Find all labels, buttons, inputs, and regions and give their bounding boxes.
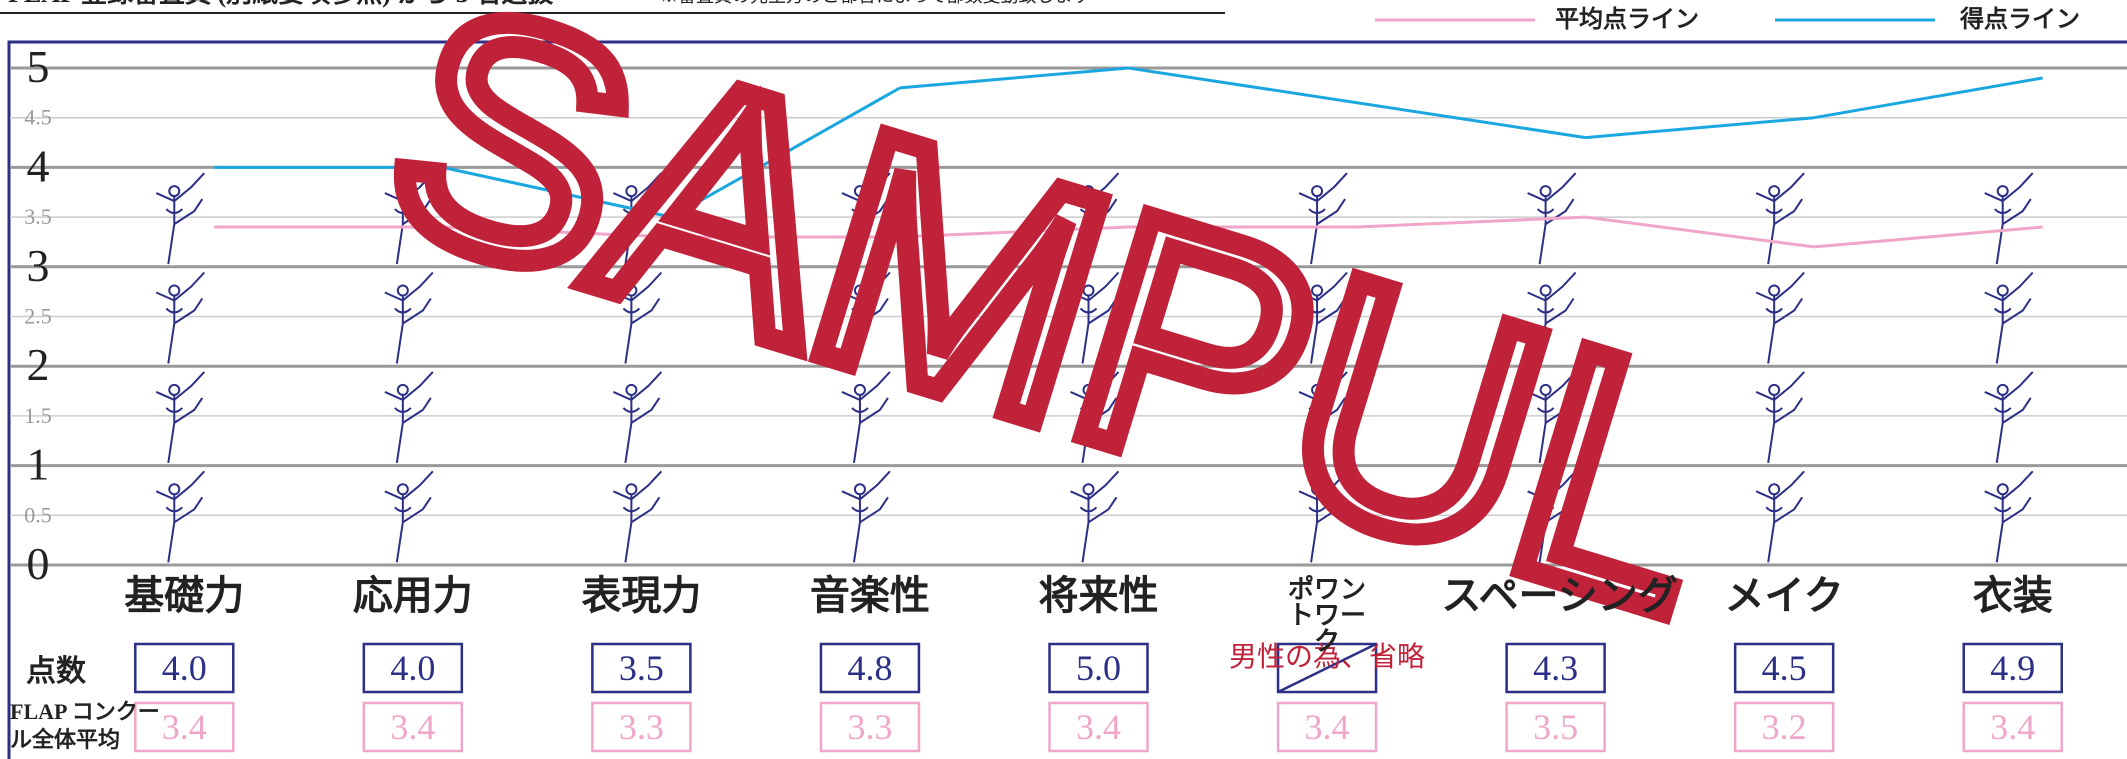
dancer-icon [155,172,206,266]
value-box [362,642,464,694]
y-tick-label: 2 [27,339,50,390]
line-segment [899,66,1129,90]
y-tick-label: 4.5 [24,105,52,130]
legend-label: 平均点ライン [1555,5,1699,33]
x-tick-label: 基礎力 [124,573,245,618]
value-box [1505,701,1606,753]
plot-frame [7,40,2127,759]
dancer-icon [612,470,663,564]
value-box [1962,642,2063,694]
value-label: 4.8 [847,648,892,688]
value-box [1048,701,1149,753]
x-tick-label: 音楽性 [809,573,930,618]
value-box [591,642,692,694]
y-tick-label: 5 [27,41,50,92]
value-box [1276,701,1378,753]
omit-note: 男性の為、省略 [1229,641,1425,673]
value-label: 4.5 [1762,648,1807,688]
value-label: 3.4 [1990,707,2035,747]
value-label: 3.4 [390,707,435,747]
value-label: 3.2 [1762,707,1807,747]
dancer-icon [155,271,206,365]
dancer-icon [1983,370,2034,464]
value-box [134,642,235,694]
value-box [1733,642,1835,694]
legend-label: 得点ライン [1959,5,2080,33]
dancer-icon [383,370,434,464]
score-box [1276,642,1378,694]
value-box [1962,701,2063,753]
x-tick-label: 衣装 [1972,573,2053,618]
y-tick-label: 0.5 [24,502,52,527]
value-label: 3.5 [1533,707,1578,747]
value-label: 4.9 [1990,648,2035,688]
line-segment [899,225,1129,239]
value-label: 4.0 [390,648,435,688]
dancer-icon [383,470,434,564]
dancer-icon [1755,271,1806,365]
x-tick-label: ポワントワーク [1288,575,1367,656]
chart-subtitle: ※審査員の先生方のご都合によって部数変動致します [660,0,1091,6]
chart-title: FLAP 登録審査員 (別紙要項参照) から 3 名選抜 [8,0,554,8]
value-label: 3.4 [1305,707,1350,747]
value-box [1733,701,1835,753]
line-segment [1814,225,2043,249]
line-segment [1585,215,1815,249]
value-box [819,701,921,753]
x-tick-label: 将来性 [1038,573,1159,618]
dancer-icon [840,470,891,564]
x-tick-label: 表現力 [581,573,702,618]
y-tick-label: 4 [27,140,50,191]
value-label: 5.0 [1076,648,1121,688]
x-tick-label: 応用力 [352,573,473,618]
x-tick-label: スペーシング [1441,573,1678,618]
line-segment [442,225,672,239]
value-box [1505,642,1606,694]
value-box [362,701,464,753]
row-label: FLAP コンクール全体平均 [10,699,160,752]
value-box [1048,642,1149,694]
x-tick-label: メイク [1724,573,1844,618]
value-label: 4.3 [1533,648,1578,688]
dancer-icon [1983,470,2034,564]
row-label: 点数 [26,655,86,688]
line-segment [1356,215,1586,229]
value-label: 3.4 [1076,707,1121,747]
dancer-icon [1755,370,1806,464]
y-tick-label: 3 [27,240,50,291]
omit-slash [1277,642,1377,694]
line-segment [1813,76,2043,120]
value-label: 3.3 [847,707,892,747]
y-tick-label: 1.5 [24,403,52,428]
dancer-icon [1983,271,2034,365]
value-label: 3.5 [619,648,664,688]
y-tick-label: 0 [27,538,50,589]
y-tick-label: 3.5 [24,204,52,229]
line-segment [1585,116,1815,140]
dancer-icon [1983,172,2034,266]
dancer-icon [1755,172,1806,266]
value-label: 4.0 [162,648,207,688]
dancer-icon [1755,470,1806,564]
value-label: 3.3 [619,707,664,747]
line-segment [442,165,672,219]
value-label: 3.4 [162,707,207,747]
dancer-icon [155,470,206,564]
dancer-icon [155,370,206,464]
line-segment [1128,66,1586,140]
value-box [591,701,692,753]
y-tick-label: 1 [27,439,50,490]
value-box [819,642,921,694]
dancer-icon [612,370,663,464]
y-tick-label: 2.5 [24,304,52,329]
line-segment [670,86,901,219]
value-box [134,701,235,753]
